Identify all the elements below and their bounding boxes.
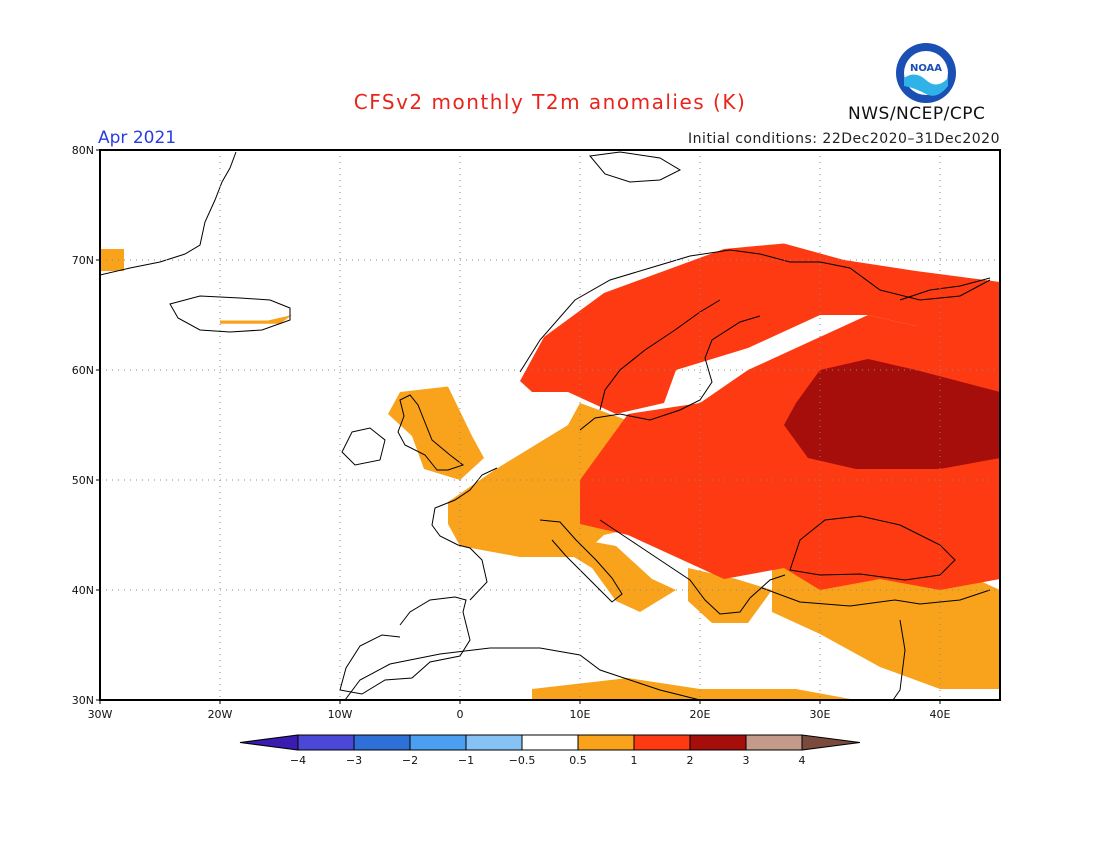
- logo-text: NOAA: [910, 63, 942, 74]
- lon-tick-label: 30W: [88, 708, 113, 721]
- lon-tick-label: 20W: [208, 708, 233, 721]
- agency-label: NWS/NCEP/CPC: [848, 104, 986, 124]
- coastline-north-africa: [344, 647, 701, 700]
- map-frame: [99, 149, 1001, 701]
- anomaly-regions: [100, 243, 1000, 700]
- lat-tick-label: 30N: [72, 694, 94, 707]
- coastline-iberia: [339, 596, 471, 695]
- logo-wave: [904, 74, 948, 96]
- colorbar-box: [465, 734, 523, 751]
- anomaly-region-western-russia-peak: [784, 359, 1000, 469]
- forecast-month-label: Apr 2021: [98, 128, 177, 148]
- coastline-britain: [397, 394, 465, 471]
- lon-tick-label: 30E: [810, 708, 831, 721]
- lat-tick-label: 60N: [72, 364, 94, 377]
- coastline-scandinavia: [519, 249, 991, 373]
- colorbar-box: [297, 734, 355, 751]
- graticule: [100, 150, 1000, 700]
- coastline-baltic: [579, 315, 761, 431]
- coastline-novaya-zemlya: [899, 277, 991, 301]
- colorbar-label: 3: [743, 754, 750, 767]
- anomaly-region-greece: [688, 568, 772, 623]
- map-title: CFSv2 monthly T2m anomalies (K): [353, 90, 747, 114]
- coastline-levant: [892, 619, 906, 700]
- lat-tick-label: 70N: [72, 254, 94, 267]
- lat-tick-label: 50N: [72, 474, 94, 487]
- lat-tick-label: 80N: [72, 144, 94, 157]
- colorbar-label: −3: [346, 754, 362, 767]
- colorbar-boxes: [239, 734, 861, 751]
- colorbar-label: −1: [458, 754, 474, 767]
- coastline-greenland: [100, 151, 237, 276]
- colorbar-arrow-high: [801, 734, 861, 751]
- colorbar-labels: −4 −3 −2 −1 −0.5 0.5 1 2 3 4: [290, 754, 806, 767]
- coastline-balkans: [599, 519, 786, 615]
- lon-tick-label: 0: [457, 708, 464, 721]
- colorbar-box: [633, 734, 691, 751]
- colorbar-label: 4: [799, 754, 806, 767]
- lon-tick-label: 10E: [570, 708, 591, 721]
- anomaly-region-north-africa-coast: [532, 678, 856, 700]
- coastline-svalbard: [589, 151, 682, 183]
- axis-ticks: 30W 20W 10W 0 10E 20E 30E 40E 30N 40N 50N 60N 70N 80N: [72, 144, 951, 721]
- lon-tick-label: 10W: [328, 708, 353, 721]
- anomaly-region-scandinavia: [520, 243, 1000, 414]
- colorbar-label: −4: [290, 754, 306, 767]
- colorbar-label: −0.5: [509, 754, 536, 767]
- coastline-turkey: [761, 587, 991, 607]
- lon-tick-label: 20E: [690, 708, 711, 721]
- coastline-black-sea: [789, 515, 956, 581]
- lat-tick-label: 40N: [72, 584, 94, 597]
- colorbar-box: [353, 734, 411, 751]
- coastline-france-uk: [431, 467, 498, 601]
- lon-tick-label: 40E: [930, 708, 951, 721]
- coastline-ireland: [341, 427, 386, 466]
- initial-conditions-label: Initial conditions: 22Dec2020–31Dec2020: [688, 131, 1000, 147]
- colorbar-label: 1: [631, 754, 638, 767]
- colorbar-arrow-low: [239, 734, 299, 751]
- noaa-logo: NOAA: [896, 43, 956, 103]
- anomaly-region-turkey-levant: [772, 557, 1000, 689]
- anomaly-region-italy-balkans: [556, 535, 676, 612]
- colorbar-label: 0.5: [569, 754, 587, 767]
- colorbar-box: [689, 734, 747, 751]
- colorbar-box: [577, 734, 635, 751]
- colorbar-box: [409, 734, 467, 751]
- coastline-iceland: [169, 295, 291, 333]
- colorbar-box: [745, 734, 803, 751]
- colorbar-label: 2: [687, 754, 694, 767]
- colorbar-label: −2: [402, 754, 418, 767]
- colorbar-box: [521, 734, 579, 751]
- anomaly-region-iceland-anomaly: [220, 315, 292, 324]
- coastlines: [100, 151, 991, 700]
- coastline-italy: [539, 519, 623, 603]
